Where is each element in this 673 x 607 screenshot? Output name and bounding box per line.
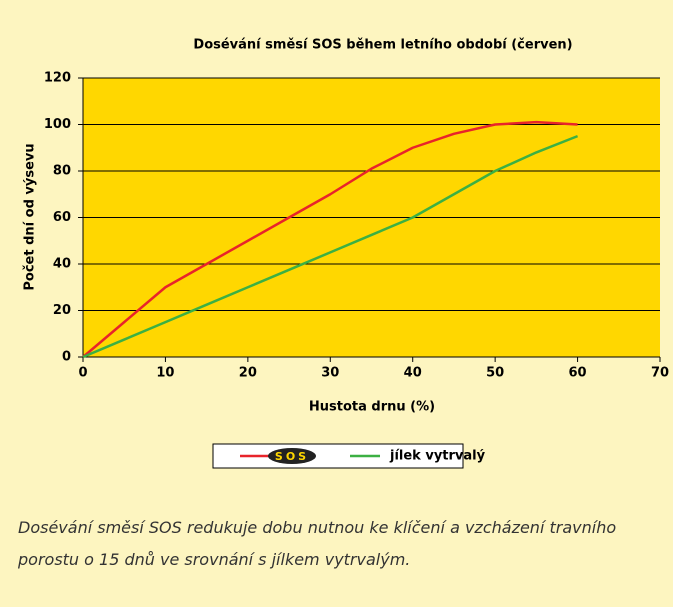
y-tick-label: 120 (44, 71, 71, 86)
y-tick-label: 60 (53, 210, 71, 225)
x-axis-label: Hustota drnu (%) (309, 400, 435, 415)
x-tick-label: 70 (651, 366, 669, 381)
y-tick-label: 100 (44, 117, 71, 132)
x-tick-label: 40 (404, 366, 422, 381)
y-tick-label: 20 (53, 303, 71, 318)
caption-line: Dosévání směsí SOS redukuje dobu nutnou … (18, 512, 616, 544)
chart: Dosévání směsí SOS během letního období … (0, 0, 673, 500)
x-tick-label: 10 (156, 366, 174, 381)
x-tick-label: 50 (486, 366, 504, 381)
x-tick-label: 0 (78, 366, 87, 381)
y-axis-label: Počet dní od výsevu (23, 143, 38, 290)
chart-title: Dosévání směsí SOS během letního období … (193, 38, 572, 53)
y-tick-label: 80 (53, 164, 71, 179)
y-tick-label: 0 (62, 350, 71, 365)
legend-label: jílek vytrvalý (389, 449, 486, 464)
legend-label: SOS (275, 450, 309, 463)
x-tick-label: 30 (321, 366, 339, 381)
y-tick-label: 40 (53, 257, 71, 272)
x-tick-label: 60 (569, 366, 587, 381)
caption: Dosévání směsí SOS redukuje dobu nutnou … (18, 512, 616, 576)
page: {"chart_data": {"type": "line", "title":… (0, 0, 673, 607)
x-tick-label: 20 (239, 366, 257, 381)
caption-line: porostu o 15 dnů ve srovnání s jílkem vy… (18, 544, 616, 576)
